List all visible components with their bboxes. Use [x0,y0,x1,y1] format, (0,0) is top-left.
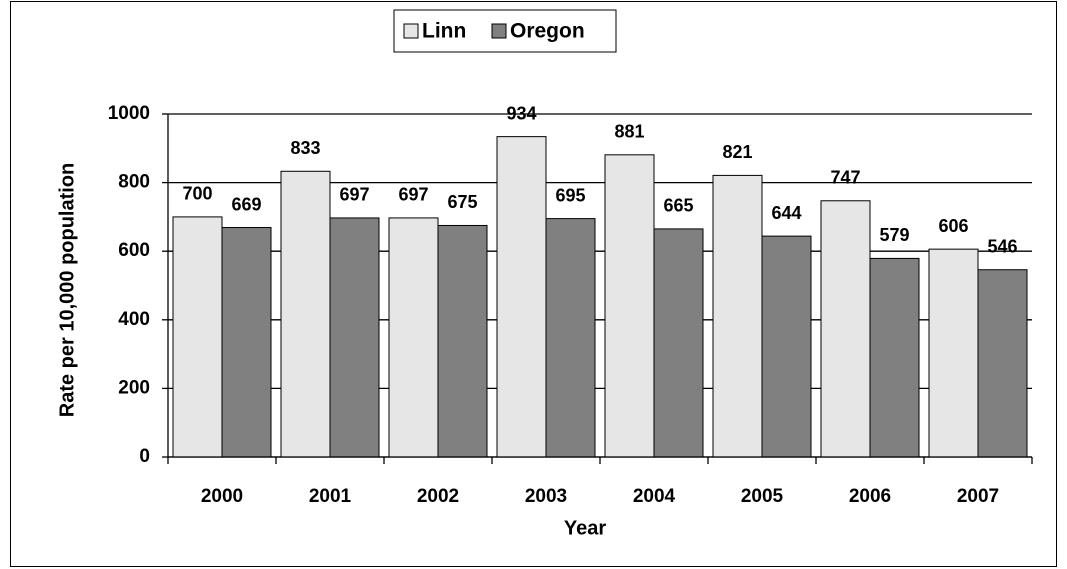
bar [761,235,812,458]
x-tick-label: 2005 [741,486,784,507]
value-label: 697 [339,185,369,205]
legend-swatch [491,23,507,39]
value-label: 675 [447,192,477,212]
value-label: 697 [398,185,428,205]
bar [496,136,547,458]
x-tick-label: 2000 [201,486,243,507]
bar [388,217,439,458]
value-label: 695 [555,185,585,205]
x-tick-label: 2001 [309,486,352,507]
y-tick-label: 200 [118,377,150,398]
value-label: 665 [663,196,693,216]
value-label: 934 [506,103,536,123]
y-tick-label: 0 [139,446,150,467]
x-tick-label: 2006 [849,486,891,507]
bar [820,200,871,458]
bar [604,154,655,458]
bar [653,228,704,458]
value-label: 747 [830,168,860,188]
value-label: 644 [771,203,801,223]
bar [437,224,488,458]
y-tick-label: 400 [118,309,150,330]
legend-label: Oregon [510,20,585,43]
value-label: 669 [231,194,261,214]
legend-swatch [403,23,419,39]
x-tick-label: 2007 [957,486,999,507]
y-axis-title: Rate per 10,000 population [56,163,78,418]
legend-label: Linn [422,20,466,43]
bar [329,217,380,458]
value-label: 821 [722,142,752,162]
x-tick-label: 2004 [633,486,676,507]
value-label: 606 [938,216,968,236]
x-tick-label: 2002 [417,486,459,507]
bar [977,269,1028,458]
bar [928,248,979,458]
value-label: 833 [290,138,320,158]
bar [280,170,331,458]
y-tick-label: 800 [118,172,150,193]
value-label: 579 [879,225,909,245]
x-tick-label: 2003 [525,486,567,507]
y-tick-label: 1000 [108,103,150,124]
bar [712,174,763,458]
value-label: 881 [614,122,644,142]
bar [869,257,920,458]
value-label: 700 [182,184,212,204]
x-axis-title: Year [564,517,606,539]
bar [221,227,272,458]
bar [172,216,223,458]
bar [545,218,596,458]
y-tick-label: 600 [118,240,150,261]
value-label: 546 [987,236,1017,256]
